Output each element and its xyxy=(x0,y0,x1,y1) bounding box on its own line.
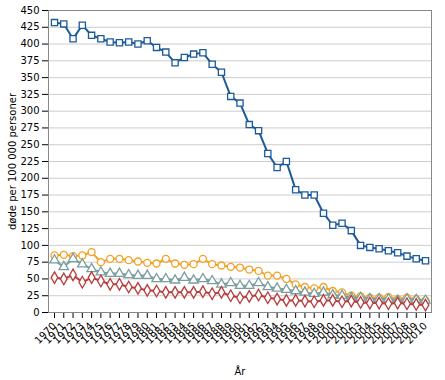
svg-text:1976: 1976 xyxy=(88,320,114,346)
svg-text:1987: 1987 xyxy=(190,320,216,346)
svg-text:2007: 2007 xyxy=(375,320,402,346)
svg-text:275: 275 xyxy=(20,122,39,133)
svg-text:1984: 1984 xyxy=(162,320,188,346)
svg-text:450: 450 xyxy=(20,5,39,16)
svg-text:100: 100 xyxy=(20,240,39,251)
svg-text:425: 425 xyxy=(20,21,39,32)
svg-text:1993: 1993 xyxy=(245,320,272,346)
svg-text:1972: 1972 xyxy=(51,320,77,346)
svg-text:1983: 1983 xyxy=(153,320,179,346)
svg-text:2008: 2008 xyxy=(384,320,411,346)
svg-text:1990: 1990 xyxy=(217,320,244,346)
svg-text:2004: 2004 xyxy=(347,320,374,346)
svg-text:50: 50 xyxy=(27,273,40,284)
svg-text:0: 0 xyxy=(33,307,39,318)
svg-text:200: 200 xyxy=(20,172,39,183)
svg-text:350: 350 xyxy=(20,72,39,83)
svg-text:2002: 2002 xyxy=(329,320,355,346)
svg-text:1995: 1995 xyxy=(264,320,291,346)
svg-text:2003: 2003 xyxy=(338,320,365,346)
svg-text:1991: 1991 xyxy=(227,320,253,346)
svg-text:1978: 1978 xyxy=(106,320,133,346)
svg-text:150: 150 xyxy=(20,206,39,217)
svg-text:1994: 1994 xyxy=(255,320,281,346)
svg-text:1988: 1988 xyxy=(199,320,226,346)
svg-text:225: 225 xyxy=(20,156,39,167)
svg-text:25: 25 xyxy=(27,290,40,301)
svg-text:1975: 1975 xyxy=(78,320,105,346)
svg-text:250: 250 xyxy=(20,139,39,150)
svg-text:75: 75 xyxy=(27,256,40,267)
svg-text:2010: 2010 xyxy=(403,320,429,346)
svg-text:1999: 1999 xyxy=(301,320,328,346)
svg-text:325: 325 xyxy=(20,89,39,100)
svg-text:125: 125 xyxy=(20,223,39,234)
svg-text:2000: 2000 xyxy=(310,320,337,346)
svg-text:År: År xyxy=(235,365,247,377)
svg-text:1974: 1974 xyxy=(69,320,96,346)
svg-text:1977: 1977 xyxy=(97,320,124,346)
svg-text:1980: 1980 xyxy=(125,320,151,346)
svg-text:1989: 1989 xyxy=(208,320,235,346)
svg-text:1997: 1997 xyxy=(282,320,309,346)
svg-text:175: 175 xyxy=(20,189,39,200)
svg-text:2005: 2005 xyxy=(357,320,383,346)
svg-text:300: 300 xyxy=(20,105,39,116)
svg-text:1986: 1986 xyxy=(180,320,207,346)
svg-text:1973: 1973 xyxy=(60,320,86,346)
svg-text:2006: 2006 xyxy=(366,320,393,346)
svg-text:1971: 1971 xyxy=(41,320,68,346)
svg-text:1998: 1998 xyxy=(292,320,318,346)
svg-text:2001: 2001 xyxy=(319,320,346,346)
svg-text:1985: 1985 xyxy=(171,320,198,346)
svg-text:1992: 1992 xyxy=(236,320,263,346)
svg-text:1996: 1996 xyxy=(273,320,300,346)
svg-text:døde per 100 000 personer: døde per 100 000 personer xyxy=(7,92,18,230)
svg-text:400: 400 xyxy=(20,38,39,49)
svg-text:1982: 1982 xyxy=(143,320,170,346)
svg-text:375: 375 xyxy=(20,55,39,66)
svg-text:1970: 1970 xyxy=(32,320,59,346)
svg-text:1979: 1979 xyxy=(115,320,142,346)
svg-text:2009: 2009 xyxy=(394,320,420,346)
svg-text:1981: 1981 xyxy=(134,320,161,346)
